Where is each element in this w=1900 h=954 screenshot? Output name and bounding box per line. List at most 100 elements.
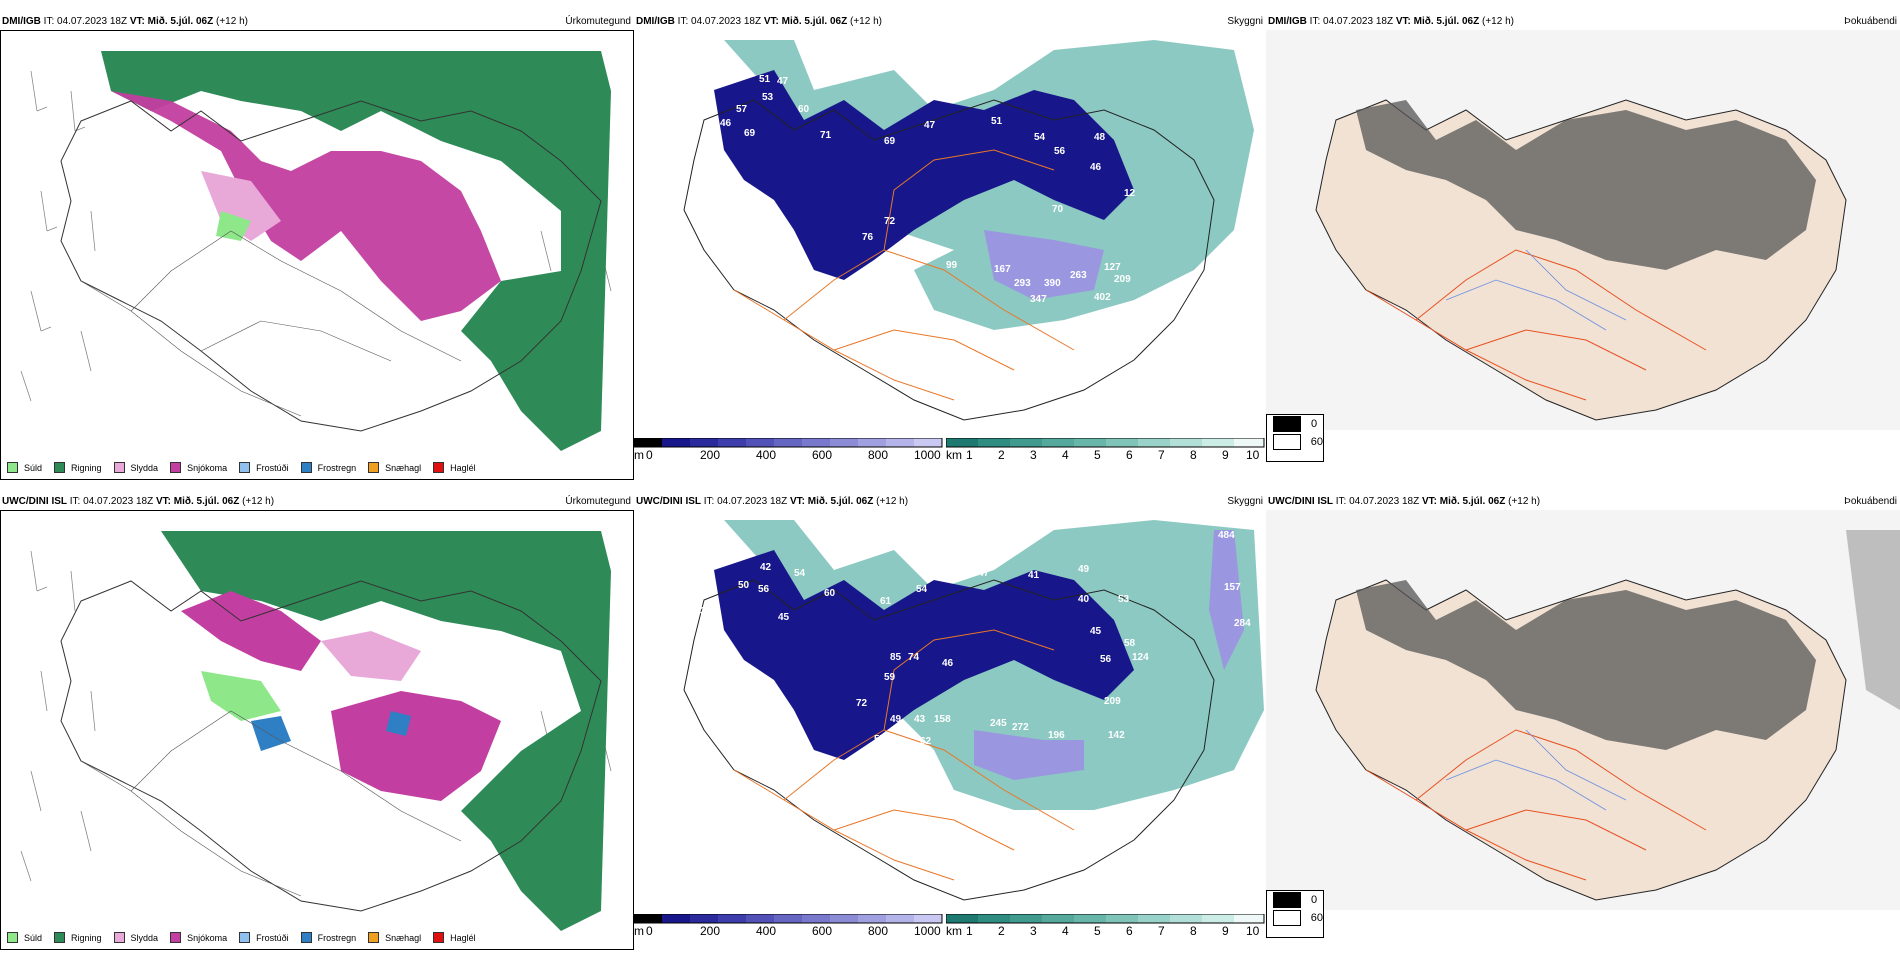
valid-time: VT: Mið. 5.júl. 06Z — [155, 496, 240, 507]
valid-time: VT: Mið. 5.júl. 06Z — [1421, 496, 1506, 507]
cloud-label: 157 — [1224, 582, 1241, 593]
cloud-label: 72 — [856, 698, 868, 709]
legend-label: Súld — [24, 462, 43, 473]
legend-label: Snæhagl — [385, 462, 422, 473]
cloud-label: 390 — [1044, 278, 1061, 289]
precip-legend: Súld Rigning Slydda Snjókoma Frostúði Fr… — [7, 462, 488, 473]
cloudbase-low-area — [714, 70, 1134, 280]
swatch-rain — [54, 462, 66, 473]
legend-item-rain: Rigning — [54, 932, 102, 943]
panel-header: DMI/IGB IT: 04.07.2023 18Z VT: Mið. 5.jú… — [634, 14, 1266, 30]
legend-item-drizzle: Súld — [7, 932, 42, 943]
fog-panel-row0: DMI/IGB IT: 04.07.2023 18Z VT: Mið. 5.jú… — [1266, 14, 1900, 464]
legend-label: Frostregn — [317, 932, 357, 943]
rivers — [1445, 249, 1627, 331]
cloud-label: 100 — [878, 276, 895, 287]
snow-area — [111, 91, 501, 321]
fog-legend-row: 60 — [1273, 909, 1323, 927]
cloud-label: 70 — [1052, 204, 1064, 215]
tick: 10 — [1246, 924, 1260, 938]
fog-value: 0 — [1311, 418, 1318, 430]
swatch-drizzle — [7, 932, 18, 943]
rain-area — [101, 51, 611, 451]
legend-item-hail: Haglél — [433, 462, 476, 473]
legend-item-sleet: Slydda — [113, 932, 158, 943]
legend-label: Frostregn — [317, 462, 357, 473]
cloud-label: 48 — [1094, 132, 1106, 143]
cloud-label: 74 — [908, 652, 920, 663]
tick: 200 — [700, 448, 721, 462]
tick: 1 — [966, 448, 973, 462]
legend-item-drizzle: Súld — [7, 462, 42, 473]
snow-north — [181, 591, 321, 671]
tick: 1000 — [914, 448, 941, 462]
cloud-label: 42 — [760, 562, 772, 573]
swatch-hail — [433, 932, 445, 943]
cloudbase-colorbar-svg — [633, 913, 943, 924]
swatch-snow — [170, 932, 182, 943]
precip-panel-row0: DMI/IGB IT: 04.07.2023 18Z VT: Mið. 5.jú… — [0, 14, 634, 480]
panel-title: Úrkomutegund — [565, 496, 631, 507]
legend-label: Snjókoma — [187, 932, 228, 943]
legend-item-snow-pellets: Snæhagl — [368, 932, 421, 943]
lead-time: (+12 h) — [242, 496, 275, 507]
cloudbase-colorbar: m 0 200 400 600 800 1000 — [633, 437, 944, 468]
legend-label: Frostúði — [256, 932, 289, 943]
cloud-label: 59 — [884, 672, 896, 683]
cloud-label: 56 — [1100, 654, 1112, 665]
roads — [1365, 729, 1707, 881]
cloud-label: 60 — [824, 588, 836, 599]
panel-title: Skyggni — [1227, 16, 1263, 27]
fog-legend: 0 60 — [1266, 890, 1324, 938]
cloud-label: 58 — [1124, 638, 1136, 649]
tick: 600 — [812, 448, 833, 462]
model-name: UWC/DINI ISL — [2, 496, 67, 507]
cloud-label: 51 — [759, 74, 771, 85]
cloud-label: 49 — [1078, 564, 1090, 575]
legend-label: Slydda — [130, 462, 159, 473]
swatch-frost-drizzle — [239, 462, 251, 473]
visibility-unit: km — [946, 448, 962, 462]
cloud-label: 72 — [884, 216, 896, 227]
cloudbase-high-area — [974, 730, 1084, 780]
tick: 6 — [1126, 448, 1133, 462]
legend-label: Snjókoma — [187, 462, 228, 473]
precip-legend: Súld Rigning Slydda Snjókoma Frostúði Fr… — [7, 932, 488, 943]
swatch-drizzle — [7, 462, 18, 473]
fog-legend-row: 60 — [1273, 433, 1323, 451]
cloud-label: 402 — [1094, 292, 1111, 303]
drizzle-area — [201, 671, 281, 721]
cloud-label: 196 — [1048, 730, 1065, 741]
valid-time: VT: Mið. 5.júl. 06Z — [789, 496, 874, 507]
valid-time: VT: Mið. 5.júl. 06Z — [1395, 16, 1480, 27]
panel-header: DMI/IGB IT: 04.07.2023 18Z VT: Mið. 5.jú… — [0, 14, 634, 30]
cloudbase-colorbar: m 0 200 400 600 800 1000 — [633, 913, 944, 944]
tick: 400 — [756, 448, 777, 462]
visibility-colorbar: km 1 2 3 4 5 6 7 8 9 10 — [945, 913, 1266, 944]
swatch-frost-drizzle — [239, 932, 251, 943]
fog-map — [1266, 30, 1900, 430]
tick: 0 — [646, 924, 653, 938]
cloudbase-unit: m — [634, 448, 644, 462]
lead-time: (+12 h) — [216, 16, 248, 27]
swatch-snow-pellets — [368, 932, 380, 943]
swatch-sleet — [113, 462, 125, 473]
cloud-label: 54 — [1034, 132, 1046, 143]
roads — [733, 629, 1075, 881]
legend-item-sleet: Slydda — [113, 462, 159, 473]
panel-title: Þokuábendi — [1844, 16, 1897, 27]
model-name: DMI/IGB — [2, 16, 41, 27]
legend-label: Snæhagl — [385, 932, 422, 943]
cloudbase-colorbar-svg — [633, 437, 943, 448]
precip-map: Súld Rigning Slydda Snjókoma Frostúði Fr… — [0, 30, 634, 480]
tick: 800 — [868, 448, 889, 462]
cloud-label: 263 — [1070, 270, 1087, 281]
tick: 6 — [1126, 924, 1133, 938]
init-time: IT: 04.07.2023 18Z — [1309, 16, 1394, 27]
cloud-label: 40 — [1078, 594, 1090, 605]
tick: 5 — [1094, 448, 1101, 462]
cloud-label: 49 — [890, 714, 902, 725]
tick: 0 — [646, 448, 653, 462]
cloud-map: 42 54 50 56 60 39 45 61 54 47 41 49 40 5… — [634, 510, 1266, 910]
fog-panel-row1: UWC/DINI ISL IT: 04.07.2023 18Z VT: Mið.… — [1266, 494, 1900, 944]
